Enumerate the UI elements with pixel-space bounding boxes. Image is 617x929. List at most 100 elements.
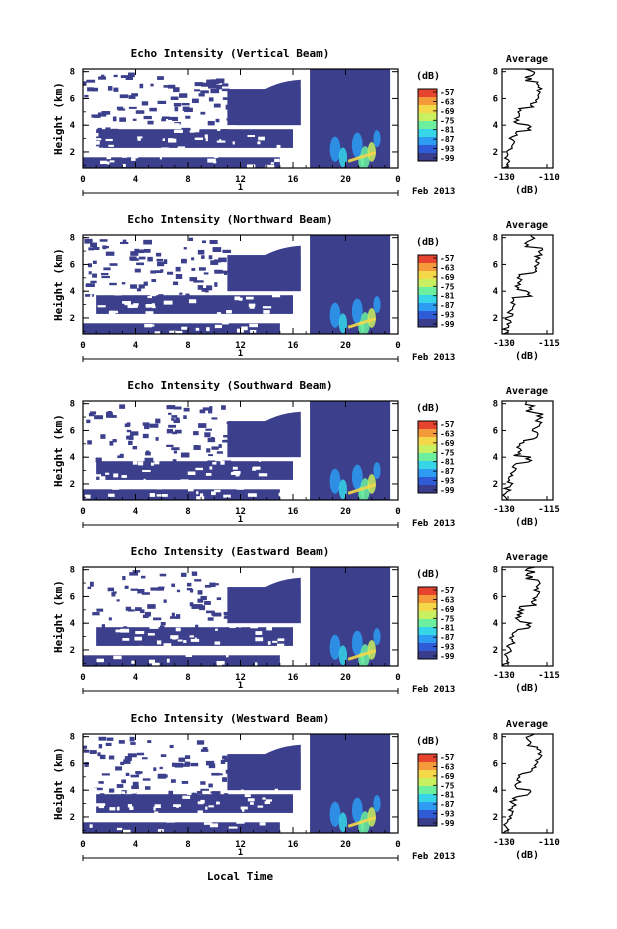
gap-speckle (206, 327, 210, 332)
gap-speckle (196, 496, 205, 500)
echo-speckle (153, 617, 162, 621)
echo-speckle (90, 242, 98, 248)
gap-speckle (209, 823, 219, 828)
echo-speckle (175, 266, 181, 272)
colorbar-segment (418, 469, 437, 478)
profile-x-tick-label: -115 (538, 505, 560, 515)
colorbar-tick-label: -75 (440, 116, 455, 125)
echo-speckle (107, 410, 112, 416)
echo-speckle (86, 419, 91, 424)
y-tick-label: 8 (70, 733, 75, 743)
echo-speckle (223, 793, 229, 797)
bright-echo-streak (347, 317, 377, 329)
echo-speckle (90, 411, 97, 415)
echo-speckle (144, 786, 151, 790)
gap-speckle (156, 646, 166, 651)
gap-speckle (213, 483, 220, 487)
colorbar-tick-label: -99 (440, 819, 455, 828)
gap-speckle (229, 125, 236, 129)
echo-layer-mid (96, 461, 293, 480)
echo-speckle (134, 607, 142, 612)
gap-speckle (241, 808, 245, 812)
gap-speckle (145, 304, 155, 308)
gap-speckle (190, 128, 200, 133)
echo-speckle (178, 292, 183, 295)
gap-speckle (165, 820, 175, 823)
echo-speckle (153, 130, 161, 136)
echo-speckle (222, 439, 230, 443)
gap-speckle (197, 810, 203, 814)
gap-speckle (205, 472, 212, 476)
gap-speckle (109, 650, 114, 654)
echo-speckle (92, 612, 100, 616)
echo-speckle (170, 779, 176, 783)
profile-y-tick-label: 4 (493, 619, 499, 629)
gap-speckle (173, 804, 181, 807)
colorbar-segment (418, 810, 437, 819)
colorbar-segment (418, 587, 437, 596)
echo-speckle (136, 752, 145, 756)
gap-speckle (255, 637, 264, 642)
echo-speckle (172, 431, 177, 435)
echo-speckle (200, 90, 209, 94)
gap-speckle (145, 311, 154, 315)
echo-dome (231, 245, 301, 290)
colorbar-segment (418, 762, 437, 771)
echo-speckle (170, 627, 179, 633)
gap-speckle (124, 301, 131, 306)
echo-speckle (119, 404, 126, 409)
gap-speckle (244, 315, 253, 318)
echo-speckle (103, 267, 111, 271)
echo-speckle (126, 435, 132, 440)
profile-y-tick-label: 2 (493, 813, 498, 823)
gap-speckle (190, 788, 195, 793)
gap-speckle (236, 820, 245, 824)
echo-speckle (209, 406, 213, 410)
gap-speckle (196, 491, 199, 495)
echo-speckle (206, 79, 211, 84)
profile-y-tick-label: 2 (493, 148, 498, 158)
gap-speckle (226, 818, 235, 822)
gap-speckle (122, 163, 126, 167)
gap-speckle (190, 638, 200, 642)
echo-speckle (171, 612, 175, 617)
echo-speckle (130, 431, 139, 436)
colorbar-tick-label: -87 (440, 633, 455, 642)
x-tick-label: 0 (80, 673, 85, 683)
echo-speckle (98, 76, 107, 80)
gap-speckle (149, 625, 159, 629)
gap-speckle (154, 804, 161, 809)
gap-speckle (219, 139, 222, 142)
echo-speckle (210, 79, 217, 84)
enhanced-echo (373, 795, 381, 812)
echo-speckle (195, 624, 199, 629)
colorbar-tick-label: -69 (440, 273, 455, 282)
y-tick-label: 6 (70, 260, 75, 270)
echo-speckle (208, 454, 214, 457)
colorbar-tick-label: -63 (440, 762, 455, 771)
echo-speckle (128, 106, 137, 109)
gap-speckle (203, 822, 213, 825)
gap-speckle (224, 319, 227, 323)
gap-speckle (210, 648, 213, 652)
colorbar-tick-label: -57 (440, 88, 455, 97)
echo-speckle (135, 250, 145, 254)
x-tick-label: 4 (133, 673, 139, 683)
profile-y-tick-label: 2 (493, 480, 498, 490)
colorbar-frame (417, 420, 438, 494)
colorbar-tick-label: -87 (440, 467, 455, 476)
gap-speckle (108, 310, 116, 315)
colorbar-segment (418, 477, 437, 486)
echo-speckle (157, 587, 164, 591)
echo-speckle (124, 585, 129, 589)
echo-afternoon-block (310, 734, 391, 833)
gap-speckle (128, 791, 136, 794)
echo-speckle (147, 604, 156, 609)
gap-speckle (224, 816, 227, 820)
gap-speckle (250, 646, 258, 651)
echo-speckle (173, 419, 180, 423)
x-tick-label: 4 (133, 840, 139, 850)
echo-speckle (142, 422, 150, 426)
echo-speckle (169, 616, 178, 619)
echo-speckle (194, 579, 202, 582)
